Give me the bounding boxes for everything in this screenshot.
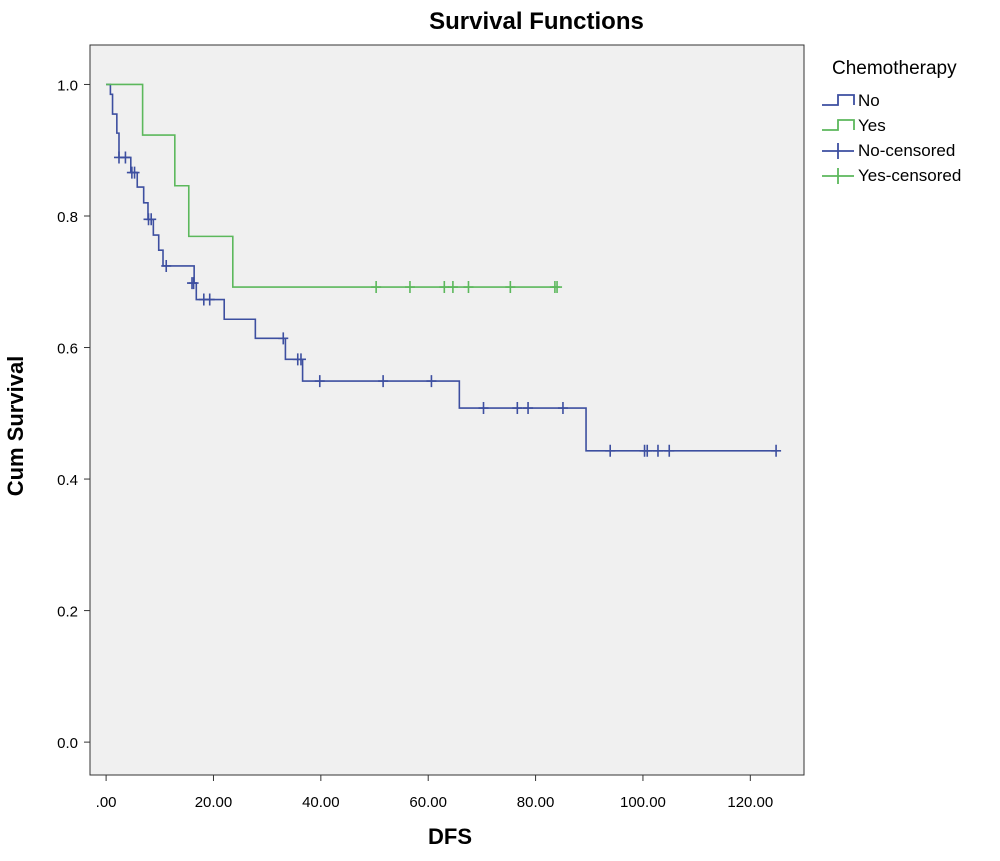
x-axis-label-text: DFS [428, 824, 472, 849]
censor-mark-no [120, 151, 131, 164]
legend-item-label: No [858, 90, 880, 110]
censor-mark-no [652, 444, 663, 457]
x-tick-label: 120.00 [727, 794, 773, 811]
censor-mark-no [771, 444, 782, 457]
legend-item: No [820, 88, 998, 113]
y-tick-label: 0.8 [57, 209, 78, 226]
plot-frame [89, 44, 805, 776]
censor-mark-yes [552, 281, 563, 294]
y-tick-label: 0.4 [57, 472, 78, 489]
y-tick-label: 0.6 [57, 341, 78, 358]
legend-title: Chemotherapy [832, 58, 957, 79]
x-tick-label: 20.00 [195, 794, 233, 811]
censor-mark-no [426, 375, 437, 388]
legend-item: Yes-censored [820, 163, 998, 188]
censor-mark-no [278, 332, 289, 345]
x-tick-label: 100.00 [620, 794, 666, 811]
step-line-icon [822, 93, 855, 106]
legend-item-label: Yes [858, 115, 886, 135]
censor-mark-no [295, 353, 306, 366]
legend-rows: No Yes No-censored Yes-censored [820, 88, 998, 188]
censor-mark-yes [463, 281, 474, 294]
x-axis-label: DFS [0, 824, 900, 850]
censor-plus-icon [822, 167, 854, 184]
censor-plus-icon [822, 142, 854, 159]
y-tick-label: 0.2 [57, 604, 78, 621]
legend-item-label: No-censored [858, 140, 956, 160]
x-tick-label: 80.00 [517, 794, 555, 811]
legend: Chemotherapy No Yes No-censored Yes-censore… [820, 58, 998, 188]
legend-item-label: Yes-censored [858, 165, 962, 185]
censor-mark-no [512, 402, 523, 415]
censor-mark-no [605, 444, 616, 457]
y-tick-label: 0.0 [57, 735, 78, 752]
censor-mark-no [378, 375, 389, 388]
censor-mark-yes [447, 281, 458, 294]
censor-mark-no [478, 402, 489, 415]
censor-mark-no [204, 293, 215, 306]
censor-mark-no [129, 166, 140, 179]
series-line-yes [106, 83, 558, 288]
step-line-icon [822, 118, 855, 131]
censor-mark-no [161, 259, 172, 272]
chart-title: Survival Functions [429, 8, 644, 35]
censor-mark-yes [505, 281, 516, 294]
x-tick-label: 40.00 [302, 794, 340, 811]
legend-item: Yes [820, 113, 998, 138]
censor-mark-no [314, 375, 325, 388]
censor-mark-no [642, 444, 653, 457]
censor-mark-no [523, 402, 534, 415]
censor-mark-yes [439, 281, 450, 294]
censor-mark-yes [404, 281, 415, 294]
x-tick-label: 60.00 [409, 794, 447, 811]
censor-mark-no [557, 402, 568, 415]
censor-mark-yes [371, 281, 382, 294]
censor-mark-no [146, 213, 157, 226]
legend-item: No-censored [820, 138, 998, 163]
y-tick-label: 1.0 [57, 77, 78, 94]
x-tick-label: .00 [96, 794, 117, 811]
censor-mark-no [664, 444, 675, 457]
censor-mark-no [188, 277, 199, 290]
